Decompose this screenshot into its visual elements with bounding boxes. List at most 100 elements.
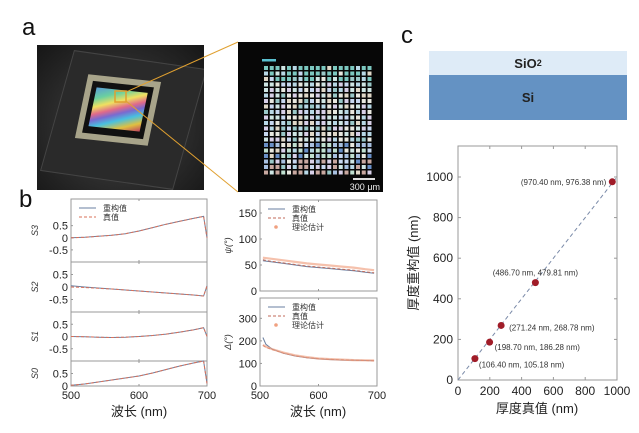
- micro-pixel: [321, 148, 326, 153]
- micro-pixel: [269, 93, 274, 98]
- ellips-delta-ytick-label: 200: [239, 336, 257, 348]
- micro-pixel: [281, 77, 286, 81]
- ellips-delta-series-reconstructed: [262, 337, 375, 362]
- micro-pixel: [356, 99, 360, 103]
- stokes-s1-ylabel: S1: [30, 331, 40, 342]
- micro-pixel: [298, 165, 303, 169]
- data-point: [608, 178, 616, 186]
- micro-pixel: [367, 159, 372, 164]
- micro-pixel: [356, 66, 360, 70]
- micro-pixel: [287, 137, 291, 142]
- micro-pixel: [264, 82, 268, 87]
- micro-pixel: [298, 137, 303, 142]
- micro-pixel: [361, 93, 366, 98]
- micro-pixel: [287, 71, 291, 76]
- micro-pixel: [367, 110, 372, 114]
- micro-pixel: [333, 121, 337, 125]
- micro-pixel: [304, 148, 309, 153]
- micro-pixel: [327, 99, 332, 103]
- micro-pixel: [304, 126, 309, 131]
- ellips-xlabel: 波长 (nm): [290, 404, 346, 419]
- data-point-label: (106.40 nm, 105.18 nm): [479, 361, 565, 370]
- micro-pixel: [356, 165, 360, 169]
- micro-pixel: [338, 143, 343, 147]
- micro-pixel: [350, 82, 355, 87]
- micro-pixel: [367, 82, 372, 87]
- micro-pixel: [321, 110, 326, 114]
- micro-pixel: [327, 143, 332, 147]
- micro-pixel: [304, 154, 309, 158]
- micro-pixel: [281, 99, 286, 103]
- micro-pixel: [269, 77, 274, 81]
- scale-bar: [353, 178, 375, 180]
- micro-pixel: [269, 132, 274, 136]
- micro-pixel: [356, 115, 360, 120]
- micro-pixel: [281, 66, 286, 70]
- micro-pixel: [321, 159, 326, 164]
- micro-pixel: [333, 66, 337, 70]
- micro-pixel: [298, 88, 303, 92]
- micro-pixel: [287, 143, 291, 147]
- thickness-ytick-label: 600: [433, 251, 453, 265]
- micro-pixel: [298, 104, 303, 109]
- micro-pixel: [264, 104, 268, 109]
- micro-pixel: [298, 93, 303, 98]
- stokes-s3-ytick-label: -0.5: [49, 245, 68, 257]
- micro-pixel: [264, 159, 268, 164]
- micro-pixel: [321, 82, 326, 87]
- micro-pixel: [264, 121, 268, 125]
- micro-pixel: [361, 126, 366, 131]
- stokes-s3-ylabel: S3: [30, 225, 40, 236]
- micro-pixel: [298, 82, 303, 87]
- micro-pixel: [292, 82, 297, 87]
- micro-pixel: [275, 99, 280, 103]
- micro-pixel: [298, 126, 303, 131]
- ellips-delta-subplot-frame: [259, 297, 378, 387]
- micro-pixel: [304, 137, 309, 142]
- micro-pixel: [281, 121, 286, 125]
- micro-pixel: [350, 99, 355, 103]
- micro-pixel: [321, 154, 326, 158]
- micro-pixel: [315, 104, 320, 109]
- micro-pixel: [269, 82, 274, 87]
- ellips-psi-legend-label: 理论估计: [292, 222, 324, 232]
- micro-pixel: [292, 115, 297, 120]
- ellips-psi-legend-marker: [274, 225, 278, 229]
- stokes-s2-ytick-label: -0.5: [49, 295, 68, 307]
- micro-pixel: [287, 115, 291, 120]
- micro-pixel: [356, 93, 360, 98]
- stokes-s1-series-reconstructed: [70, 327, 208, 339]
- stokes-s2-ytick-label: 0: [62, 282, 68, 294]
- ellips-psi-ytick-label: 100: [239, 234, 257, 246]
- micro-pixel: [269, 88, 274, 92]
- ellipsometry-chart: 150100500ψ(°)重构值真值理论估计3002001000Δ(°)重构值真…: [223, 199, 386, 419]
- micro-pixel: [361, 148, 366, 153]
- micro-pixel: [327, 104, 332, 109]
- ellips-psi-subplot-frame: [259, 199, 378, 292]
- stokes-s0-xtick-label: 600: [130, 390, 148, 402]
- micro-pixel: [269, 71, 274, 76]
- micro-pixel: [367, 104, 372, 109]
- ellips-psi-series-theory: [262, 256, 375, 272]
- data-point-label: (271.24 nm, 268.78 nm): [509, 323, 595, 332]
- micro-pixel: [264, 126, 268, 131]
- micro-pixel: [344, 93, 349, 98]
- ellips-psi-ylabel: ψ(°): [223, 237, 233, 253]
- micro-pixel: [344, 88, 349, 92]
- thickness-ytick-label: 400: [433, 292, 453, 306]
- micro-pixel: [292, 143, 297, 147]
- micro-pixel: [292, 88, 297, 92]
- micro-pixel: [310, 143, 314, 147]
- micro-pixel: [356, 143, 360, 147]
- thickness-chart: 0 200 400 600 800 1000 0 200 400 600 800 1000 (106.4…: [406, 145, 631, 416]
- thickness-frame: [457, 145, 618, 381]
- micro-pixel: [304, 121, 309, 125]
- thickness-xtick-label: 800: [575, 384, 595, 398]
- micro-pixel: [281, 71, 286, 76]
- micro-pixel: [269, 110, 274, 114]
- micro-pixel: [315, 126, 320, 131]
- micro-pixel: [292, 165, 297, 169]
- stokes-s3-legend-label: 重构值: [103, 203, 127, 213]
- micro-pixel: [338, 71, 343, 76]
- micro-pixel: [275, 148, 280, 153]
